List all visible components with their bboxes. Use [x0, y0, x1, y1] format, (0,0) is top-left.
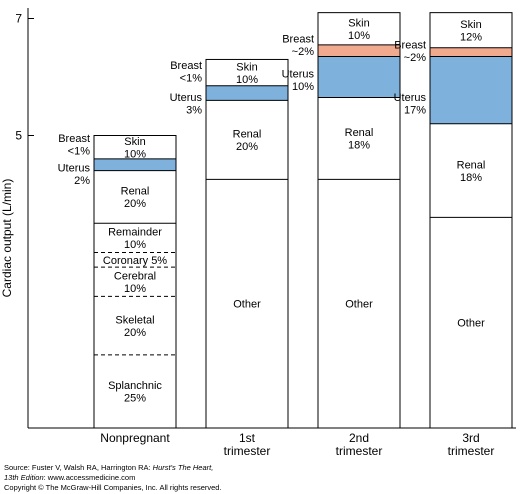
side-label-nonpregnant-breast: Breast <1% — [58, 133, 90, 158]
segment-nonpregnant-coronary — [94, 252, 176, 268]
category-label-nonpregnant: Nonpregnant — [100, 431, 170, 445]
side-label-2nd-trimester-breast: Breast ~2% — [282, 34, 314, 59]
source-line-3: Copyright © The McGraw-Hill Companies, I… — [4, 483, 222, 492]
segment-2nd-trimester-uterus — [318, 56, 400, 98]
bar-1st-trimester — [205, 58, 289, 429]
label-nonpregnant-renal: Renal 20% — [121, 186, 150, 211]
label-nonpregnant-cerebral: Cerebral 10% — [114, 271, 156, 296]
category-label-1st-trimester: 1st trimester — [224, 431, 271, 458]
segment-nonpregnant-splanchnic — [94, 354, 176, 428]
y-tick-label-5: 5 — [15, 129, 22, 143]
segment-3rd-trimester-breast — [430, 47, 512, 57]
side-label-3rd-trimester-breast: Breast ~2% — [394, 39, 426, 64]
bar-3rd-trimester — [429, 12, 513, 429]
label-nonpregnant-skin: Skin 10% — [124, 136, 146, 161]
label-3rd-trimester-renal: Renal 18% — [457, 159, 486, 184]
segment-3rd-trimester-uterus — [430, 56, 512, 124]
segment-3rd-trimester-skin — [430, 12, 512, 48]
label-nonpregnant-coronary: Coronary 5% — [103, 255, 167, 267]
segment-nonpregnant-uterus — [94, 158, 176, 171]
label-nonpregnant-remainder: Remainder 10% — [108, 227, 162, 252]
label-2nd-trimester-renal: Renal 18% — [345, 127, 374, 152]
side-label-1st-trimester-uterus: Uterus 3% — [170, 92, 203, 117]
label-nonpregnant-skeletal: Skeletal 20% — [115, 314, 154, 339]
label-1st-trimester-renal: Renal 20% — [233, 129, 262, 154]
segment-nonpregnant-skeletal — [94, 296, 176, 355]
bar-2nd-trimester — [317, 12, 401, 429]
category-label-2nd-trimester: 2nd trimester — [336, 431, 383, 458]
side-label-nonpregnant-uterus: Uterus 2% — [58, 162, 91, 187]
segment-2nd-trimester-breast — [318, 44, 400, 57]
segment-nonpregnant-renal — [94, 170, 176, 224]
label-3rd-trimester-skin: Skin 12% — [460, 19, 482, 44]
label-2nd-trimester-other: Other — [345, 299, 373, 311]
segment-nonpregnant-remainder — [94, 223, 176, 253]
source-line-1: Source: Fuster V, Walsh RA, Harrington R… — [4, 463, 213, 472]
segment-nonpregnant-skin — [94, 135, 176, 159]
plot-area: 5 7 Cardiac output (L/min) Splanchnic 25% Ske… — [0, 8, 516, 458]
segment-3rd-trimester-renal — [430, 123, 512, 218]
segment-1st-trimester-other — [206, 179, 288, 428]
label-1st-trimester-other: Other — [233, 299, 261, 311]
y-axis-label: Cardiac output (L/min) — [0, 179, 14, 298]
segment-2nd-trimester-other — [318, 179, 400, 428]
segment-1st-trimester-skin — [206, 59, 288, 86]
category-label-3rd-trimester: 3rd trimester — [448, 431, 495, 458]
y-tick-label-7: 7 — [15, 12, 22, 26]
label-3rd-trimester-other: Other — [457, 318, 485, 330]
segment-nonpregnant-cerebral — [94, 267, 176, 297]
side-label-1st-trimester-breast: Breast <1% — [170, 60, 202, 85]
label-1st-trimester-skin: Skin 10% — [236, 61, 258, 86]
side-label-3rd-trimester-uterus: Uterus 17% — [394, 92, 427, 117]
source-line-2: 13th Edition: www.accessmedicine.com — [4, 473, 135, 482]
segment-2nd-trimester-renal — [318, 97, 400, 180]
segment-1st-trimester-renal — [206, 100, 288, 180]
segment-3rd-trimester-other — [430, 217, 512, 428]
segment-1st-trimester-uterus — [206, 85, 288, 101]
side-label-2nd-trimester-uterus: Uterus 10% — [282, 69, 315, 94]
label-nonpregnant-splanchnic: Splanchnic 25% — [108, 380, 162, 405]
segment-2nd-trimester-skin — [318, 12, 400, 45]
bar-nonpregnant — [93, 135, 177, 429]
label-2nd-trimester-skin: Skin 10% — [348, 17, 370, 42]
